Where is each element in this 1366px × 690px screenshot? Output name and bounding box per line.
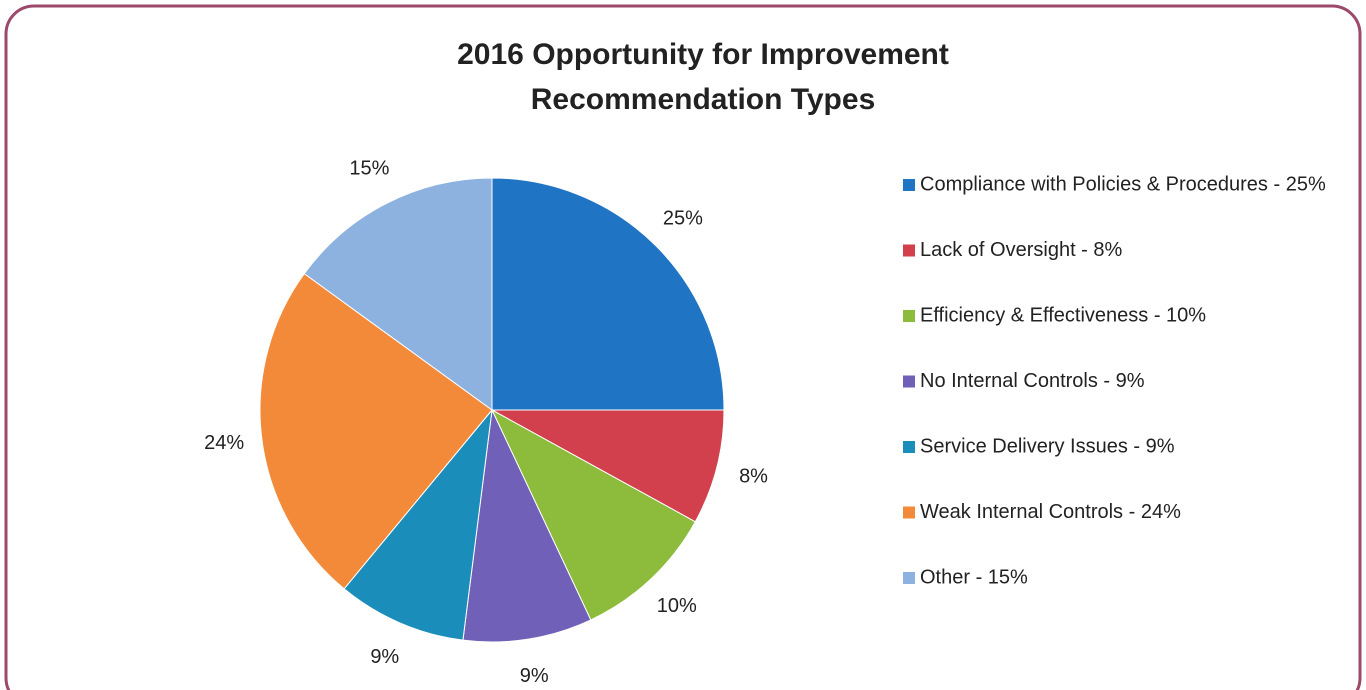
- pie-slice: [259, 272, 493, 590]
- legend-swatch: [903, 375, 915, 388]
- data-label: 25%: [663, 207, 703, 229]
- data-label: 15%: [349, 158, 389, 180]
- legend-label: No Internal Controls - 9%: [920, 370, 1145, 392]
- data-label: 24%: [204, 432, 244, 454]
- pie-slice: [343, 408, 493, 641]
- pie-slice: [303, 177, 493, 411]
- legend-swatch: [903, 310, 915, 322]
- legend-swatch: [903, 244, 915, 257]
- pie-slice: [462, 408, 592, 643]
- legend-swatch: [903, 572, 915, 584]
- data-label: 10%: [657, 595, 697, 617]
- pie-slice: [490, 408, 696, 621]
- data-label: 9%: [370, 646, 399, 668]
- legend-swatch: [903, 441, 915, 453]
- data-label: 8%: [739, 465, 768, 487]
- chart-title: 2016 Opportunity for Improvement: [457, 38, 949, 71]
- chart-title: Recommendation Types: [531, 83, 876, 116]
- pie-slice: [491, 409, 725, 523]
- legend-label: Efficiency & Effectiveness - 10%: [920, 304, 1206, 326]
- legend-swatch: [903, 179, 915, 191]
- pie-slice: [491, 177, 725, 411]
- legend-label: Service Delivery Issues - 9%: [920, 435, 1175, 457]
- legend-label: Other - 15%: [920, 566, 1028, 588]
- legend-swatch: [903, 506, 915, 519]
- data-label: 9%: [520, 665, 549, 687]
- legend-label: Compliance with Policies & Procedures - …: [920, 173, 1326, 195]
- legend-label: Weak Internal Controls - 24%: [920, 501, 1181, 523]
- legend-label: Lack of Oversight - 8%: [920, 239, 1123, 261]
